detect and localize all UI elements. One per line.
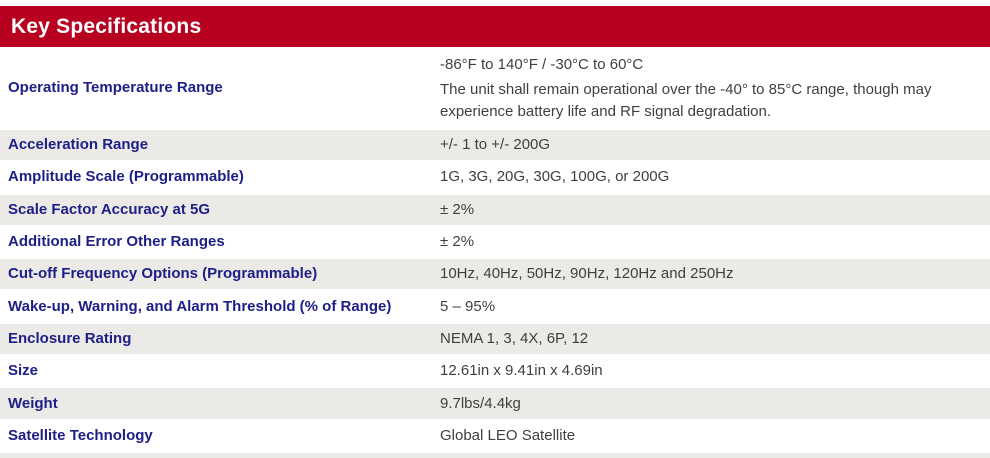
next-row-partial [0,451,990,458]
spec-value-note: The unit shall remain operational over t… [440,80,932,120]
table-row-wakeup-threshold: Wake-up, Warning, and Alarm Threshold (%… [0,290,990,323]
table-row-scale-factor-accuracy: Scale Factor Accuracy at 5G ± 2% [0,193,990,226]
spec-label: Enclosure Rating [8,329,132,347]
spec-value: 1G, 3G, 20G, 30G, 100G, or 200G [440,168,670,186]
table-row-additional-error: Additional Error Other Ranges ± 2% [0,225,990,259]
spec-label: Additional Error Other Ranges [8,233,225,251]
spec-value: -86°F to 140°F / -30°C to 60°C The unit … [440,54,990,123]
spec-label: Acceleration Range [8,136,149,154]
spec-value: ± 2% [440,233,475,251]
table-row-amplitude-scale: Amplitude Scale (Programmable) 1G, 3G, 2… [0,161,990,194]
spec-label: Wake-up, Warning, and Alarm Threshold (%… [8,297,392,315]
table-row-cutoff-frequency: Cut-off Frequency Options (Programmable)… [0,258,990,291]
spec-label: Cut-off Frequency Options (Programmable) [8,265,318,283]
table-row-satellite-technology: Satellite Technology Global LEO Satellit… [0,419,990,452]
section-title: Key Specifications [11,14,202,38]
table-row-size: Size 12.61in x 9.41in x 4.69in [0,355,990,388]
spec-value: 5 – 95% [440,297,496,315]
spec-label: Scale Factor Accuracy at 5G [8,200,211,218]
table-row-operating-temperature: Operating Temperature Range -86°F to 140… [0,47,990,129]
spec-value: 12.61in x 9.41in x 4.69in [440,362,603,380]
table-row-acceleration-range: Acceleration Range +/- 1 to +/- 200G [0,129,990,162]
spec-label: Amplitude Scale (Programmable) [8,168,244,186]
spec-label: Operating Temperature Range [8,79,223,96]
spec-value: +/- 1 to +/- 200G [440,136,551,154]
spec-label: Size [8,362,39,380]
table-row-enclosure-rating: Enclosure Rating NEMA 1, 3, 4X, 6P, 12 [0,322,990,356]
spec-value-main: -86°F to 140°F / -30°C to 60°C [440,55,644,73]
spec-value: NEMA 1, 3, 4X, 6P, 12 [440,329,589,347]
spec-label: Weight [8,394,58,412]
spec-value: ± 2% [440,200,475,218]
spec-value: 9.7lbs/4.4kg [440,394,521,412]
spec-table: Operating Temperature Range -86°F to 140… [0,47,990,458]
table-row-weight: Weight 9.7lbs/4.4kg [0,387,990,420]
top-margin [0,0,990,6]
spec-value: Global LEO Satellite [440,426,576,444]
spec-label: Satellite Technology [8,426,153,444]
spec-value: 10Hz, 40Hz, 50Hz, 90Hz, 120Hz and 250Hz [440,265,734,283]
section-header: Key Specifications [0,6,990,47]
